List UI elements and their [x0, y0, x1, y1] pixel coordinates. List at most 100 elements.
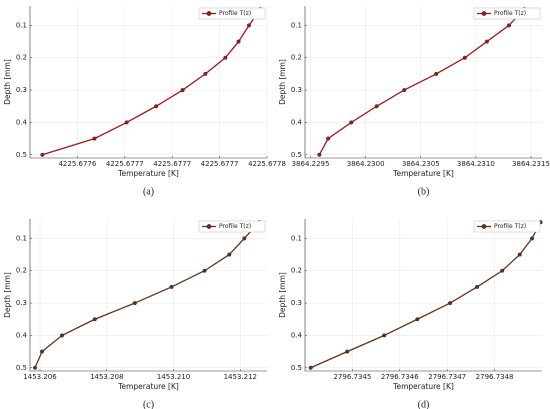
y-tick-label: 0.5	[291, 151, 302, 159]
y-axis-label: Depth [mm]	[278, 272, 287, 318]
x-axis-label: Temperature [K]	[392, 382, 454, 391]
marker	[40, 152, 45, 157]
marker	[500, 268, 505, 273]
y-tick-label: 0.4	[16, 331, 28, 339]
panel: 3864.2295 3864.2300 3864.2305 3864.2310 3864…	[278, 6, 550, 197]
profile-line	[318, 8, 525, 156]
marker	[317, 152, 322, 157]
profile-line	[310, 221, 542, 369]
marker	[434, 71, 439, 76]
x-tick-label: 1453.206	[23, 373, 57, 381]
axes	[304, 6, 542, 159]
marker	[402, 88, 407, 93]
marker	[382, 333, 387, 338]
y-tick-label: 0.4	[291, 331, 303, 339]
axes	[29, 6, 267, 159]
marker	[33, 365, 38, 370]
x-tick-label: 1453.212	[224, 373, 257, 381]
legend-box	[198, 220, 266, 233]
y-axis-label: Depth [mm]	[278, 59, 287, 105]
plot-area	[30, 219, 267, 371]
marker	[169, 284, 174, 289]
marker	[40, 349, 45, 354]
y-tick-label: 0.4	[16, 118, 28, 126]
x-tick-label: 2796.7346	[381, 373, 419, 381]
x-tick-label: 3864.2300	[347, 160, 385, 168]
x-tick-label: 3864.2305	[402, 160, 440, 168]
x-tick-label: 3864.2315	[512, 160, 550, 168]
x-tick-label: 1453.210	[157, 373, 190, 381]
marker	[484, 39, 489, 44]
plot-area	[305, 219, 542, 371]
marker	[124, 120, 129, 125]
y-tick-label: 0.5	[16, 364, 27, 372]
marker	[448, 301, 453, 306]
x-tick-label: 3864.2295	[292, 160, 330, 168]
legend-label: Profile T(z)	[494, 223, 526, 230]
marker	[506, 23, 511, 28]
y-tick-label: 0.5	[291, 364, 302, 372]
x-tick-label: 2796.7347	[428, 373, 466, 381]
y-tick-label: 0.2	[291, 267, 302, 275]
legend-label: Profile T(z)	[219, 223, 251, 230]
x-tick-label: 4225.6776	[58, 160, 96, 168]
marker	[475, 284, 480, 289]
y-tick-label: 0.3	[291, 299, 302, 307]
marker	[227, 252, 232, 257]
y-tick-label: 0.3	[16, 299, 27, 307]
x-tick-label: 4225.6777	[153, 160, 191, 168]
marker	[60, 333, 65, 338]
marker	[202, 268, 207, 273]
legend-marker	[481, 224, 487, 229]
y-tick-label: 0.1	[16, 234, 27, 242]
x-tick-label: 4225.6777	[201, 160, 239, 168]
marker	[92, 136, 97, 141]
y-tick-label: 0.3	[291, 86, 302, 94]
caption: (d)	[418, 399, 430, 409]
y-tick-label: 0.2	[291, 54, 302, 62]
axes	[304, 219, 542, 372]
marker	[132, 301, 137, 306]
panel: 1453.206 1453.208 1453.210 1453.212 0.1 0.2 0.…	[3, 219, 267, 409]
marker	[246, 23, 251, 28]
marker	[517, 252, 522, 257]
marker	[374, 104, 379, 109]
legend-marker	[206, 224, 212, 229]
legend-box	[198, 7, 266, 20]
y-tick-label: 0.2	[16, 267, 27, 275]
marker	[180, 88, 185, 93]
x-tick-label: 3864.2310	[457, 160, 495, 168]
marker	[326, 136, 331, 141]
legend-marker	[481, 11, 487, 16]
caption: (a)	[143, 186, 154, 197]
y-tick-label: 0.1	[291, 234, 302, 242]
legend-box	[473, 7, 541, 20]
y-axis-label: Depth [mm]	[3, 59, 12, 105]
x-tick-label: 4225.6777	[106, 160, 144, 168]
y-tick-label: 0.5	[16, 151, 27, 159]
legend-label: Profile T(z)	[494, 10, 526, 17]
marker	[349, 120, 354, 125]
marker	[242, 236, 247, 241]
y-tick-label: 0.2	[16, 54, 27, 62]
marker	[308, 365, 313, 370]
marker	[462, 55, 467, 60]
marker	[236, 39, 241, 44]
marker	[345, 349, 350, 354]
x-axis-label: Temperature [K]	[392, 169, 454, 178]
plot-area	[30, 6, 267, 158]
x-tick-label: 2796.7345	[333, 373, 371, 381]
plot-area	[305, 6, 542, 158]
x-axis-label: Temperature [K]	[117, 169, 179, 178]
legend-label: Profile T(z)	[219, 10, 251, 17]
marker	[415, 317, 420, 322]
y-tick-label: 0.1	[291, 21, 302, 29]
x-tick-label: 4225.6778	[248, 160, 286, 168]
x-tick-label: 1453.208	[90, 373, 123, 381]
marker	[92, 317, 97, 322]
caption: (b)	[418, 186, 430, 197]
panel: 4225.6776 4225.6777 4225.6777 4225.6777 4225…	[3, 6, 286, 197]
profile-line	[42, 8, 261, 156]
y-tick-label: 0.1	[16, 21, 27, 29]
